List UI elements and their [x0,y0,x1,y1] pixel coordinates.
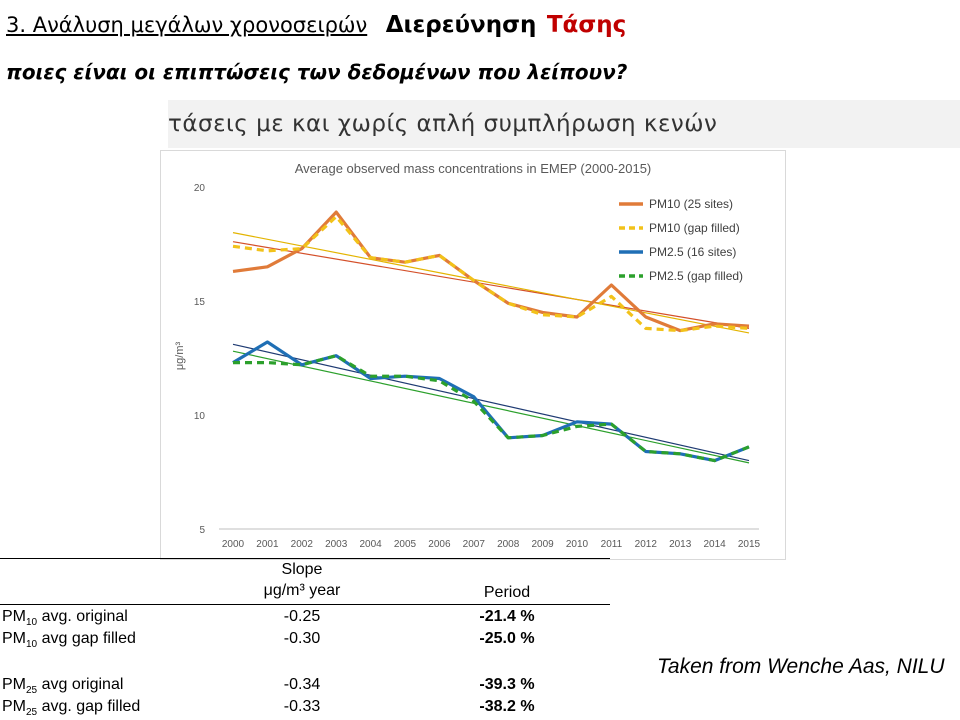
x-tick-label: 2008 [497,539,520,550]
trendlines [232,232,750,464]
slope-table: Slope μg/m³ year Period PM10 avg. origin… [0,558,610,720]
x-tick-label: 2012 [635,539,658,550]
chart-container: Average observed mass concentrations in … [160,150,786,560]
header-slope: Slope [281,561,323,578]
trendline [232,350,750,464]
legend-label: PM2.5 (16 sites) [649,245,736,259]
y-tick-label: 5 [199,525,205,536]
series-line [232,214,750,333]
trendline [232,343,750,462]
legend: PM10 (25 sites) PM10 (gap filled) PM2.5 (1… [619,197,743,283]
row-label: PM10 avg gap filled [2,630,136,651]
x-tick-label: 2000 [222,539,245,550]
x-tick-label: 2007 [463,539,486,550]
slide-title: 3. Ανάλυση μεγάλων χρονοσειρών Διερεύνησ… [6,12,626,48]
row-slope: -0.34 [283,676,321,693]
x-tick-label: 2001 [256,539,279,550]
row-slope: -0.33 [283,698,321,715]
x-tick-label: 2004 [359,539,382,550]
x-tick-label: 2006 [428,539,451,550]
row-slope: -0.25 [283,608,321,625]
caption-text: τάσεις με και χωρίς απλή συμπλήρωση κενώ… [168,111,718,137]
row-period: -38.2 % [479,698,535,715]
axes: 2000 2001 2002 2003 2004 2005 2006 2007 2008 2009… [194,183,761,550]
title-sub: Διερεύνηση [385,12,537,38]
row-label: PM10 avg. original [2,608,128,629]
question-text: ποιες είναι οι επιπτώσεις των δεδομένων … [6,60,628,84]
legend-label: PM10 (25 sites) [649,197,733,211]
row-label: PM25 avg. gap filled [2,698,141,719]
x-tick-label: 2011 [601,539,623,550]
y-axis-label: μg/m³ [174,341,186,370]
legend-label: PM10 (gap filled) [649,221,740,235]
table-top-rule [0,558,610,559]
chart-title: Average observed mass concentrations in … [295,161,652,176]
x-tick-label: 2003 [325,539,348,550]
title-main: 3. Ανάλυση μεγάλων χρονοσειρών [6,13,368,37]
x-tick-label: 2002 [291,539,314,550]
x-tick-label: 2014 [703,539,726,550]
x-tick-label: 2009 [531,539,554,550]
header-period: Period [483,584,531,601]
x-tick-label: 2005 [394,539,417,550]
y-tick-label: 10 [194,411,206,422]
line-chart: Average observed mass concentrations in … [174,161,761,550]
header-slope-unit: μg/m³ year [263,582,341,599]
x-tick-label: 2015 [738,539,761,550]
title-accent: Τάσης [546,12,627,38]
row-period: -25.0 % [479,630,535,647]
y-tick-label: 15 [194,297,206,308]
table-header-rule [0,604,610,605]
x-tick-label: 2013 [669,539,692,550]
y-tick-label: 20 [194,183,206,194]
trendline [232,241,750,329]
row-period: -21.4 % [479,608,535,625]
legend-label: PM2.5 (gap filled) [649,269,743,283]
credit-text: Taken from Wenche Aas, NILU [657,655,945,678]
series-lines [232,210,750,463]
series-line [233,354,750,463]
caption-band [168,100,960,148]
row-label: PM25 avg original [2,676,124,697]
trendline [232,232,750,334]
row-slope: -0.30 [283,630,321,647]
x-tick-label: 2010 [566,539,589,550]
row-period: -39.3 % [479,676,535,693]
